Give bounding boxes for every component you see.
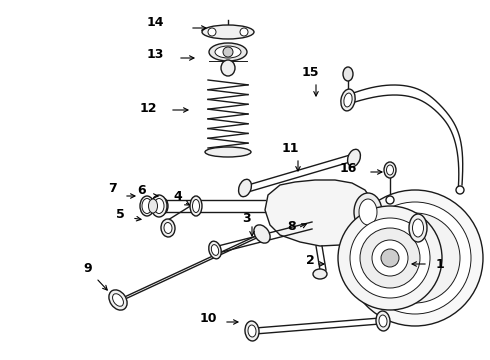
Ellipse shape [354, 193, 382, 231]
Ellipse shape [193, 199, 199, 212]
Ellipse shape [347, 149, 361, 167]
Ellipse shape [142, 198, 152, 213]
Text: 9: 9 [84, 261, 92, 274]
Ellipse shape [109, 290, 127, 310]
Circle shape [381, 249, 399, 267]
Text: 6: 6 [138, 184, 147, 197]
Text: 4: 4 [173, 189, 182, 202]
Circle shape [240, 28, 248, 36]
Circle shape [359, 202, 471, 314]
Circle shape [370, 213, 460, 303]
Ellipse shape [140, 196, 154, 216]
Ellipse shape [343, 67, 353, 81]
Ellipse shape [341, 89, 355, 111]
Ellipse shape [164, 222, 172, 234]
Ellipse shape [344, 93, 352, 107]
Text: 15: 15 [301, 66, 319, 78]
Ellipse shape [387, 165, 393, 175]
Circle shape [338, 206, 442, 310]
Ellipse shape [245, 321, 259, 341]
Text: 12: 12 [139, 102, 157, 114]
Ellipse shape [248, 325, 256, 337]
Ellipse shape [239, 179, 251, 197]
Circle shape [372, 240, 408, 276]
Text: 5: 5 [116, 208, 124, 221]
Ellipse shape [190, 196, 202, 216]
Ellipse shape [205, 147, 251, 157]
Circle shape [223, 47, 233, 57]
Ellipse shape [313, 269, 327, 279]
Ellipse shape [158, 198, 168, 214]
Text: 1: 1 [436, 257, 444, 270]
Circle shape [386, 196, 394, 204]
Ellipse shape [379, 315, 387, 327]
Text: 16: 16 [339, 162, 357, 175]
Text: 2: 2 [306, 253, 315, 266]
Circle shape [347, 190, 483, 326]
Polygon shape [265, 180, 375, 246]
Text: 10: 10 [199, 311, 217, 324]
Text: 7: 7 [108, 181, 117, 194]
Ellipse shape [215, 46, 241, 58]
Ellipse shape [384, 162, 396, 178]
Circle shape [208, 28, 216, 36]
Ellipse shape [151, 195, 167, 217]
Ellipse shape [359, 199, 377, 225]
Ellipse shape [211, 244, 219, 255]
Ellipse shape [409, 214, 427, 242]
Ellipse shape [221, 60, 235, 76]
Ellipse shape [209, 43, 247, 61]
Circle shape [360, 228, 420, 288]
Text: 13: 13 [147, 49, 164, 62]
Text: 11: 11 [281, 141, 299, 154]
Circle shape [456, 186, 464, 194]
Ellipse shape [254, 225, 270, 243]
Ellipse shape [113, 294, 123, 306]
Ellipse shape [209, 241, 221, 259]
Ellipse shape [376, 311, 390, 331]
Ellipse shape [148, 199, 157, 213]
Ellipse shape [202, 25, 254, 39]
Text: 14: 14 [146, 15, 164, 28]
Ellipse shape [413, 219, 423, 237]
Ellipse shape [154, 198, 164, 213]
Text: 8: 8 [288, 220, 296, 233]
Text: 3: 3 [242, 211, 250, 225]
Ellipse shape [161, 219, 175, 237]
Circle shape [350, 218, 430, 298]
